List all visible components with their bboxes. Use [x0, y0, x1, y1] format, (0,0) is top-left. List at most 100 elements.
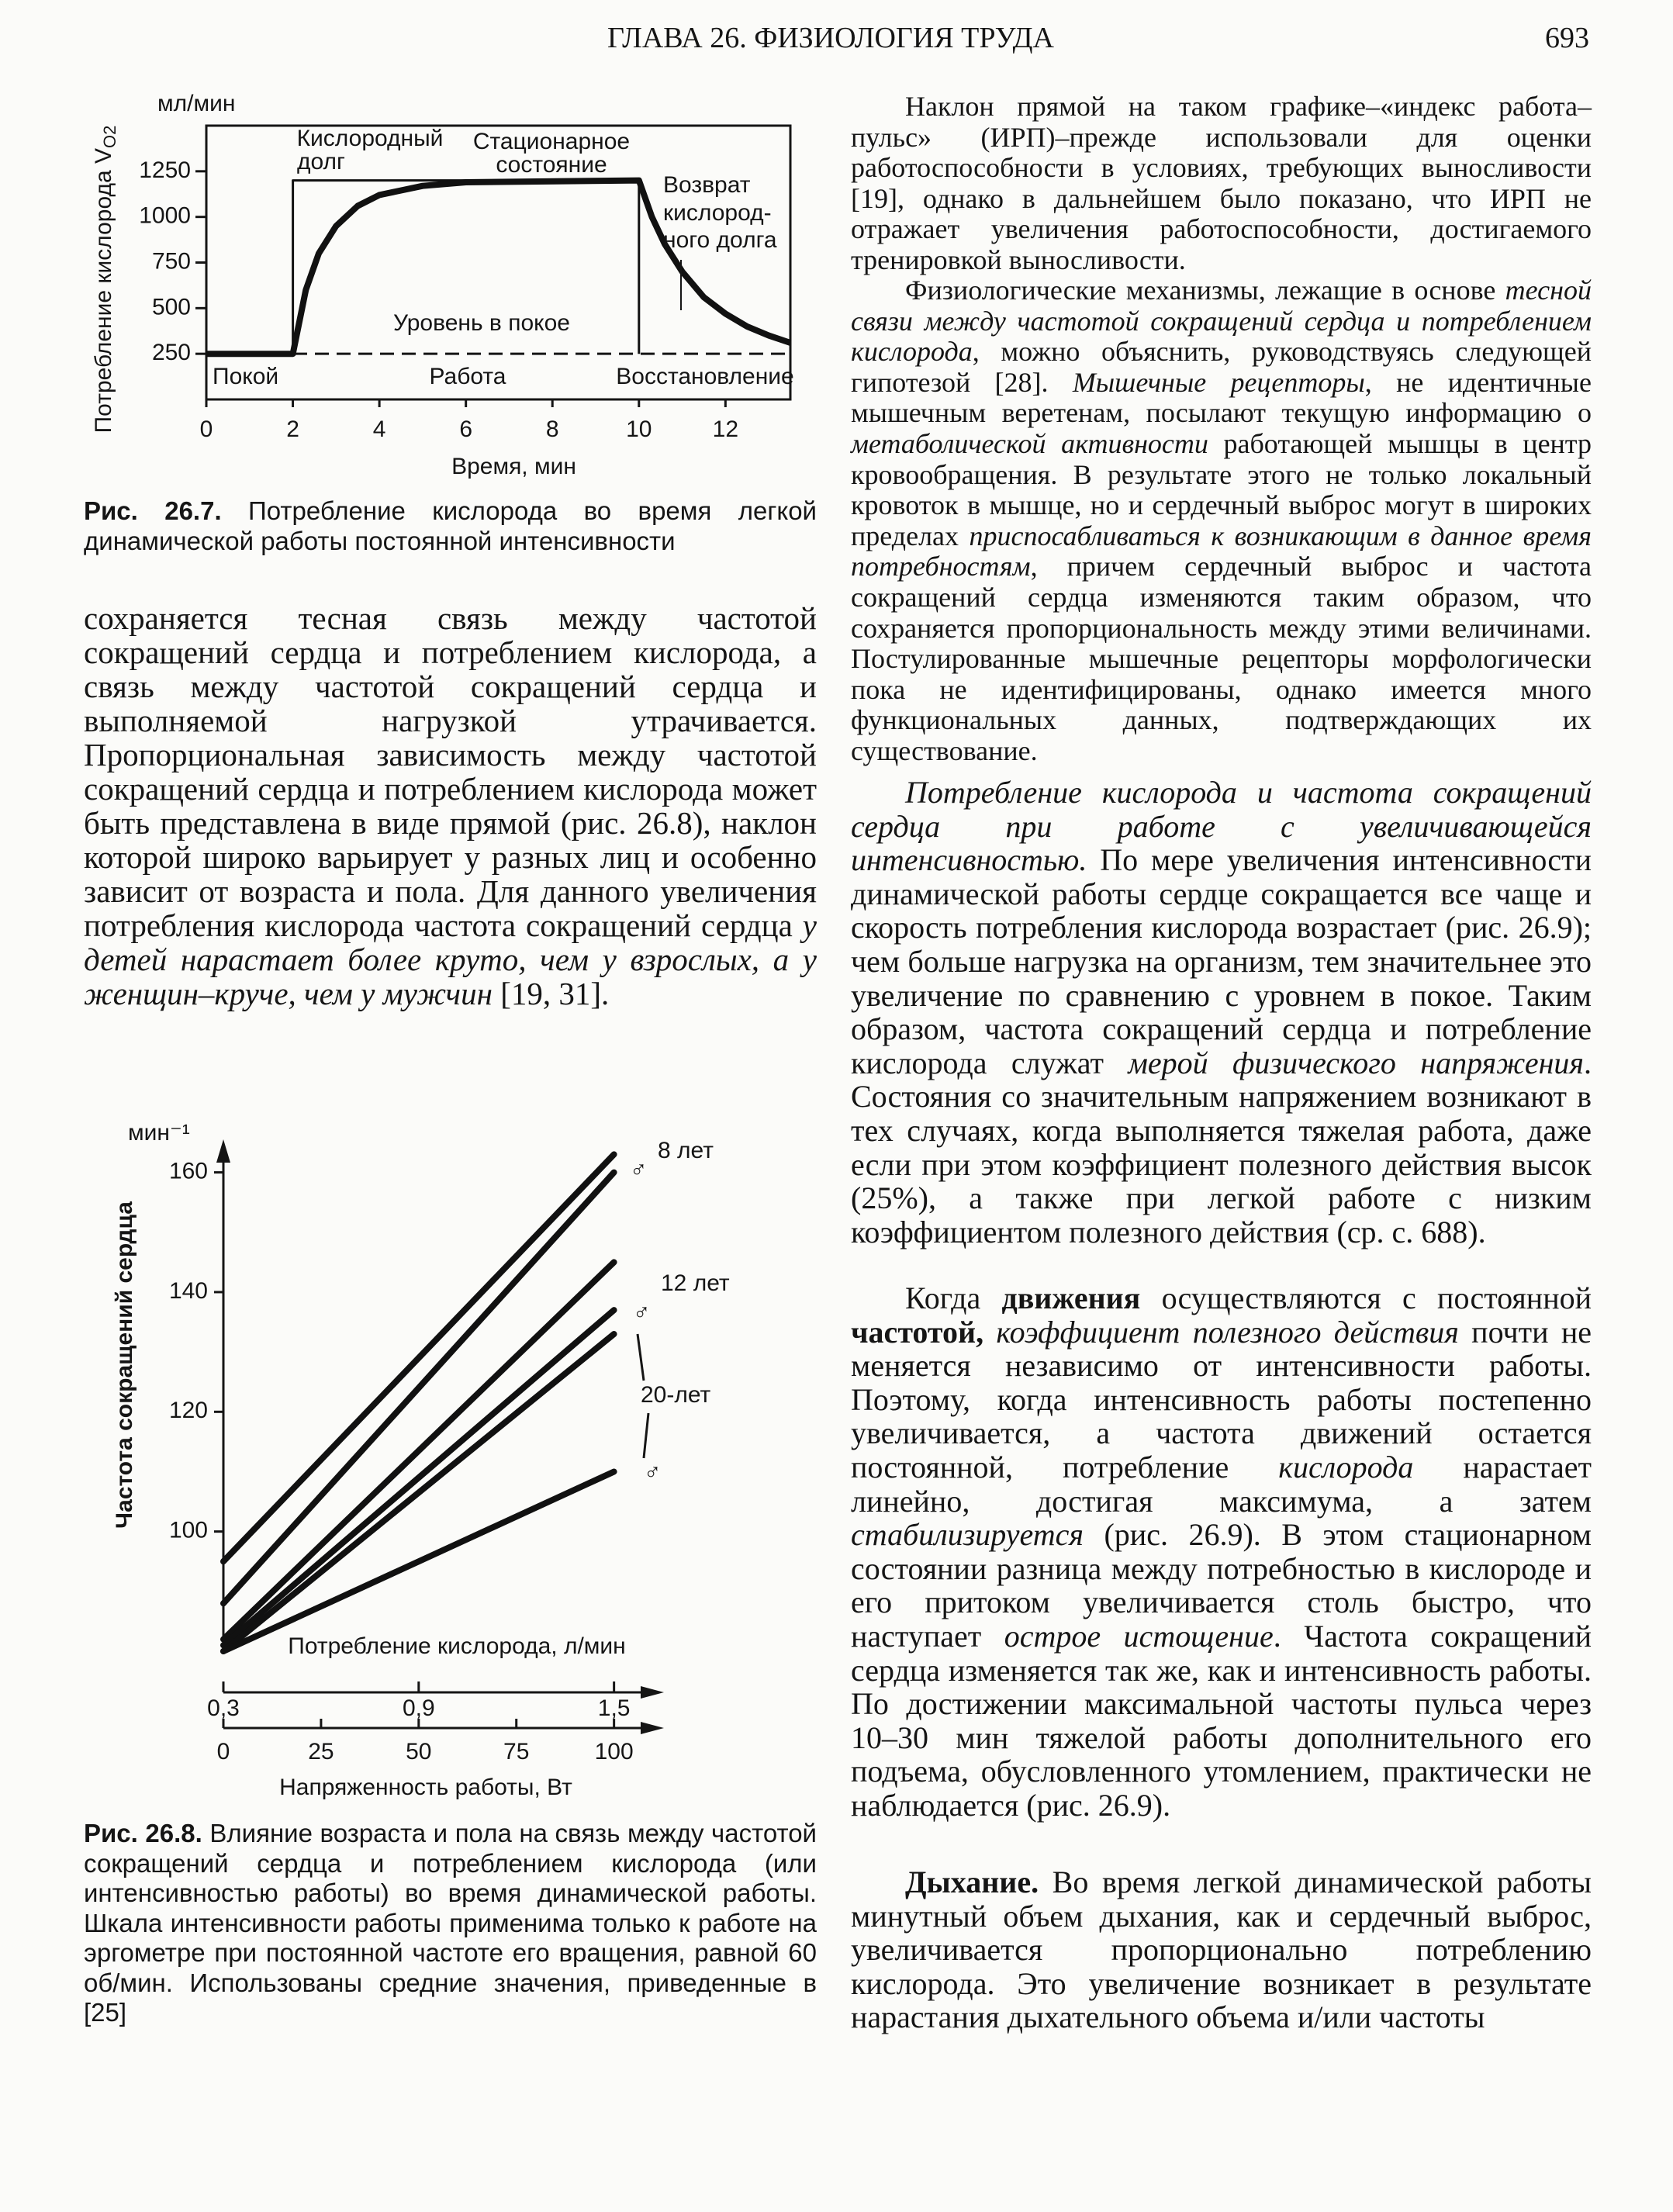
x-tick-label: 4 — [373, 416, 386, 442]
text-run: частотой, — [851, 1314, 984, 1350]
paragraph: Дыхание. Во время легкой динамической ра… — [851, 1865, 1592, 2034]
text-run: острое истощение — [1004, 1618, 1274, 1654]
x-tick-label: 2 — [286, 416, 299, 442]
annotation: состояние — [496, 152, 607, 178]
x-tick-label: 100 — [595, 1739, 634, 1764]
annotation: ♂ — [644, 1460, 662, 1485]
x2-tick-label: 0,3 — [207, 1695, 240, 1721]
y-axis-label: Потребление кислорода VO2 — [91, 126, 119, 434]
x-tick-label: 50 — [406, 1739, 431, 1764]
annotation: Уровень в покое — [393, 310, 570, 336]
x-tick-label: 75 — [503, 1739, 529, 1764]
text-run: осуществляются с постоянной — [1140, 1281, 1592, 1315]
regression-line — [220, 1259, 617, 1643]
text-run: Во время легкой динамической работы мину… — [851, 1865, 1592, 2035]
text-run: сохраняется тесная связь между частотой … — [84, 600, 817, 943]
caption-text: Потребление кислорода во время легкой ди… — [84, 496, 817, 555]
y-tick-label: 140 — [169, 1278, 208, 1304]
annotation: ♂ — [630, 1157, 648, 1183]
paragraph: Когда движения осуществляются с постоянн… — [851, 1281, 1592, 1823]
x-tick-label: 25 — [308, 1739, 334, 1764]
text-run: Наклон прямой на таком графике–«индекс р… — [851, 91, 1592, 275]
text-run — [983, 1315, 996, 1350]
text-run: тесной связи между частотой сокращений с… — [851, 275, 1592, 368]
figure-caption: Рис. 26.8. Влияние возраста и пола на св… — [84, 1819, 817, 2028]
paragraph: сохраняется тесная связь между частотой … — [84, 601, 817, 1011]
y-tick-label: 1000 — [139, 203, 191, 229]
y-axis-label-main: Потребление кислорода V — [91, 148, 116, 433]
text-run: движения — [1001, 1281, 1141, 1315]
text-run: [19, 31]. — [492, 976, 610, 1011]
x-tick-label: 6 — [459, 416, 472, 442]
annotation-pointer — [642, 1412, 650, 1459]
annotation: Покой — [213, 364, 278, 389]
annotation: Работа — [430, 364, 506, 389]
text-run: приспосабливаться к возникающим в данное… — [851, 520, 1592, 582]
axis-arrow — [641, 1686, 664, 1699]
text-run: мерой физического напряжения — [1128, 1045, 1585, 1080]
y-tick-label: 750 — [152, 248, 191, 274]
x-tick-label: 12 — [713, 416, 738, 442]
regression-line — [220, 1331, 617, 1654]
x-tick-label: 8 — [546, 416, 559, 442]
oxygen-uptake-curve — [206, 177, 792, 358]
y-tick-label: 250 — [152, 340, 191, 365]
page-number: 693 — [1545, 22, 1589, 54]
paragraph: Физиологические механизмы, лежащие в осн… — [851, 275, 1592, 767]
regression-line — [220, 1468, 617, 1654]
annotation: 8 лет — [658, 1138, 714, 1163]
annotation: Стационарное — [473, 129, 630, 154]
text-run: По мере увеличения интенсивности динамич… — [851, 842, 1592, 1080]
y-axis-label-sub: O2 — [100, 126, 119, 148]
figure-label: Рис. 26.8. — [84, 1819, 202, 1847]
text-run: Физиологические механизмы, лежащие в осн… — [905, 275, 1505, 306]
annotation: 20-лет — [641, 1382, 711, 1408]
y-axis-unit: мин⁻¹ — [128, 1120, 190, 1146]
annotation-pointer — [636, 1333, 645, 1381]
y-axis-label: Частота сокращений сердца — [112, 1201, 137, 1529]
text-run: нарастает линейно, достигая максимума, а… — [851, 1449, 1592, 1519]
annotation: долг — [297, 149, 345, 175]
text-run: почти не меняется независимо от интенсив… — [851, 1314, 1592, 1484]
y-tick-label: 120 — [169, 1398, 208, 1423]
y-tick-label: 100 — [169, 1518, 208, 1543]
x-tick-label: 10 — [626, 416, 652, 442]
text-run: . Частота сокращений сердца изменяется т… — [851, 1618, 1592, 1823]
paragraph: Наклон прямой на таком графике–«индекс р… — [851, 91, 1592, 276]
x-tick-label: 0 — [200, 416, 213, 442]
regression-line — [220, 1307, 617, 1649]
regression-line — [220, 1151, 617, 1565]
x-tick-label: 0 — [217, 1739, 230, 1764]
text-run: , не идентичные мышечным веретенам, посы… — [851, 366, 1592, 429]
annotation: Возврат — [663, 172, 751, 198]
y-tick-label: 500 — [152, 294, 191, 320]
text-run: коэффициент полезного действия — [996, 1314, 1459, 1350]
paragraph: Потребление кислорода и частота сокращен… — [851, 776, 1592, 1249]
text-run: работающей мышцы в центр кровообращения.… — [851, 427, 1592, 551]
y-axis-unit: мл/мин — [157, 91, 235, 116]
running-title: ГЛАВА 26. ФИЗИОЛОГИЯ ТРУДА — [607, 22, 1054, 54]
y-tick-label: 160 — [169, 1159, 208, 1184]
text-run: , причем сердечный выброс и частота сокр… — [851, 551, 1592, 766]
text-run: у детей нарастает более круто, чем у взр… — [84, 907, 817, 1011]
x2-axis-label: Потребление кислорода, л/мин — [288, 1633, 626, 1659]
text-run: стабилизируется — [851, 1517, 1084, 1553]
annotation: ♂ — [633, 1300, 651, 1325]
annotation: Восстановление — [616, 364, 793, 389]
text-run: (рис. 26.9). В этом стационарном состоян… — [851, 1517, 1592, 1654]
caption-text: Влияние возраста и пола на связь между ч… — [84, 1819, 817, 2027]
x2-tick-label: 1,5 — [598, 1695, 631, 1721]
text-run: Потребление кислорода и частота сокращен… — [851, 775, 1592, 878]
figure-caption: Рис. 26.7. Потребление кислорода во врем… — [84, 496, 817, 556]
text-run: , можно объяснить, руководствуясь следую… — [851, 336, 1592, 398]
annotation: ного долга — [663, 227, 777, 253]
text-run: метаболической активности — [851, 427, 1208, 459]
axis-arrow — [216, 1139, 230, 1163]
text-run: Мышечные рецепторы — [1072, 366, 1365, 398]
text-run: Дыхание. — [905, 1865, 1039, 1899]
x2-tick-label: 0,9 — [403, 1695, 435, 1721]
text-run: Когда — [905, 1281, 1002, 1315]
axis-arrow — [641, 1722, 664, 1734]
x-axis-label: Время, мин — [451, 454, 576, 479]
